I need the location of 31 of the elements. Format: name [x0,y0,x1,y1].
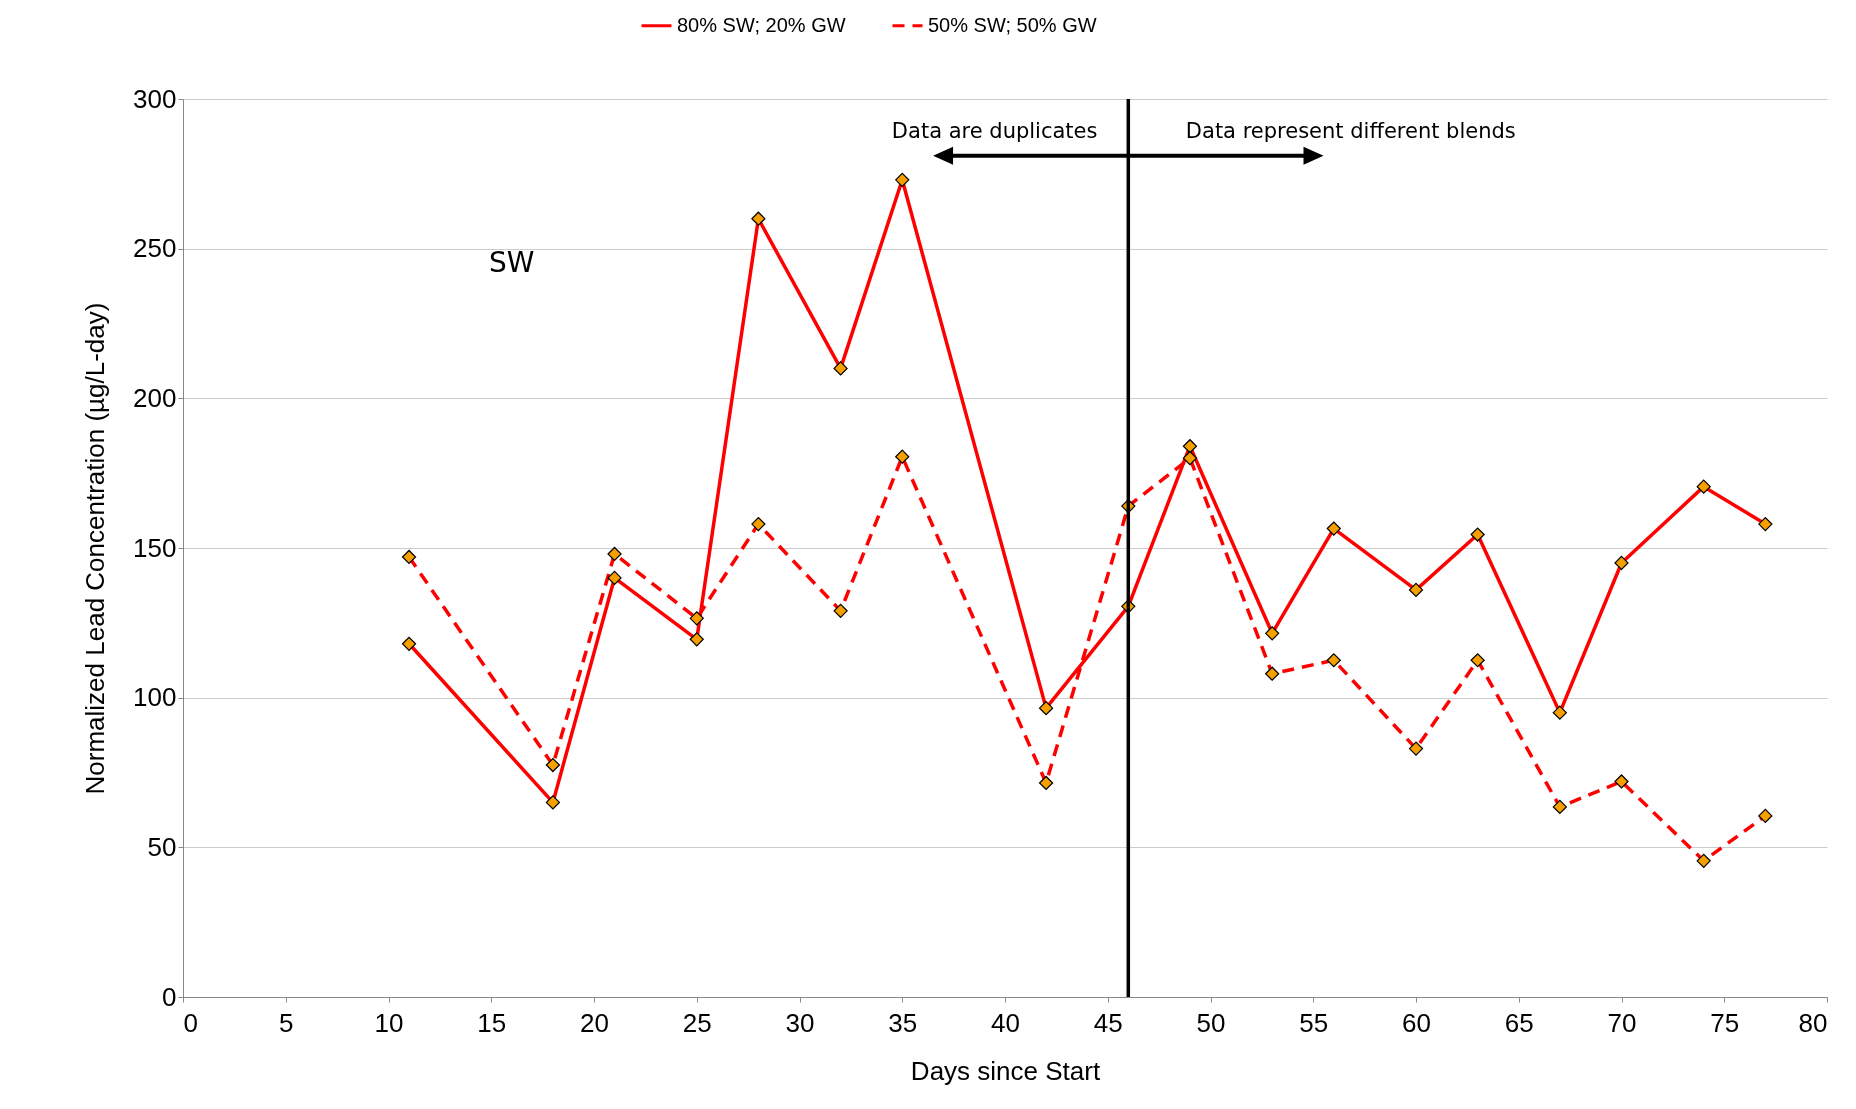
legend-label: 50% SW; 50% GW [928,13,1097,36]
x-tick-label: 45 [1093,1007,1123,1038]
legend-label: 80% SW; 20% GW [677,13,846,36]
y-tick-label: 150 [133,532,177,563]
y-tick-label: 50 [147,831,177,862]
annotation: Data represent different blends [1185,118,1516,143]
x-tick-label: 0 [183,1007,198,1038]
y-tick-label: 250 [133,233,177,264]
annotation: SW [489,245,535,279]
x-tick-label: 15 [477,1007,507,1038]
annotation: Data are duplicates [891,118,1098,143]
x-tick-label: 60 [1402,1007,1431,1038]
y-axis-title: Normalized Lead Concentration (µg/L-day) [80,302,111,795]
x-tick-label: 10 [374,1007,404,1038]
x-tick-label: 70 [1607,1007,1637,1038]
x-tick-label: 30 [785,1007,815,1038]
x-tick-label: 50 [1196,1007,1226,1038]
x-tick-label: 25 [682,1007,712,1038]
x-tick-label: 5 [279,1007,294,1038]
y-tick-label: 200 [133,382,177,413]
x-tick-label: 20 [580,1007,609,1038]
x-tick-label: 35 [888,1007,918,1038]
x-tick-label: 65 [1504,1007,1534,1038]
y-tick-label: 100 [133,682,177,713]
x-tick-label: 40 [991,1007,1020,1038]
x-tick-label: 55 [1299,1007,1329,1038]
x-axis-title: Days since Start [910,1055,1101,1086]
y-tick-label: 0 [162,981,177,1012]
y-tick-label: 300 [133,83,177,114]
x-tick-label: 75 [1710,1007,1740,1038]
x-tick-label: 80 [1798,1007,1828,1038]
